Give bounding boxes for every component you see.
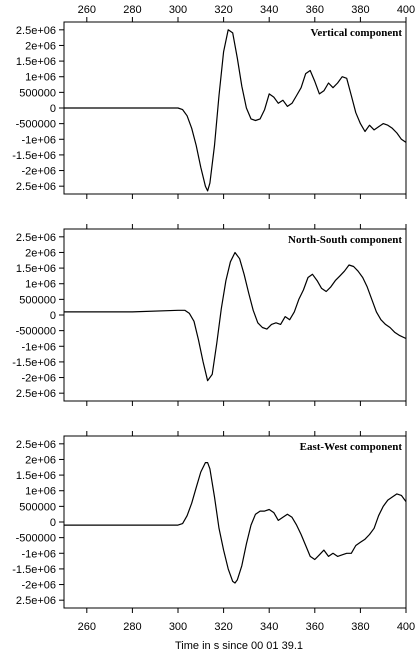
y-tick-label: 1.5e+06 [16,56,56,68]
x-tick-label: 340 [260,621,278,633]
y-tick-label: 2e+06 [25,454,56,466]
panel-east-west-component: 2.5e+06 2e+06 1.5e+06 1e+06 500000 0 -500000 -1… [12,431,407,613]
y-tick-label: 500000 [19,87,56,99]
panel-vertical-component: 2.5e+06 2e+06 1.5e+06 1e+06 500000 0 -500000 -1… [12,17,407,199]
panel-title: North-South component [288,234,402,246]
series-line [64,29,407,192]
y-tick-label: 2.5e+06 [16,181,56,193]
y-tick-label: -1e+06 [21,341,56,353]
x-tick-label: 400 [397,621,415,633]
panel-north-south-component: 2.5e+06 2e+06 1.5e+06 1e+06 500000 0 -500000 -1… [12,224,407,406]
y-tick-label: 2.5e+06 [16,25,56,37]
x-tick-label: 280 [123,621,141,633]
y-tick-label: -500000 [16,326,56,338]
y-tick-label: 1e+06 [25,486,56,498]
y-tick-label: 2.5e+06 [16,388,56,400]
panel-title: Vertical component [310,27,402,39]
y-tick-label: 2.5e+06 [16,232,56,244]
y-tick-label: 0 [50,103,56,115]
y-tick-label: -1e+06 [21,134,56,146]
panel-title: East-West component [300,441,403,453]
series-line [64,251,407,382]
x-tick-label: 400 [397,4,415,16]
y-tick-label: -1.5e+06 [12,357,56,369]
y-tick-label: -1.5e+06 [12,150,56,162]
x-tick-label: 360 [306,4,324,16]
y-tick-label: 1e+06 [25,72,56,84]
plot-frame [63,228,407,402]
y-tick-label: 2.5e+06 [16,439,56,451]
y-tick-label: -2e+06 [21,373,56,385]
y-tick-label: 2e+06 [25,40,56,52]
x-tick-label: 380 [351,4,369,16]
y-tick-label: -1e+06 [21,548,56,560]
y-tick-label: 0 [50,310,56,322]
bottom-x-axis: 260 280 300 320 340 360 380 400 [78,621,416,633]
y-tick-label: 500000 [19,294,56,306]
y-tick-label: -2e+06 [21,166,56,178]
x-tick-label: 260 [78,4,96,16]
y-tick-label: 1.5e+06 [16,470,56,482]
x-tick-label: 280 [123,4,141,16]
x-tick-label: 380 [351,621,369,633]
x-tick-label: 340 [260,4,278,16]
y-tick-label: 0 [50,517,56,529]
y-tick-label: -500000 [16,533,56,545]
y-tick-label: 2.5e+06 [16,595,56,607]
y-tick-label: 500000 [19,501,56,513]
y-tick-label: 1.5e+06 [16,263,56,275]
x-axis-title: Time in s since 00 01 39.1 [175,640,303,652]
y-tick-label: 1e+06 [25,279,56,291]
top-x-axis: 260 280 300 320 340 360 380 400 [78,4,416,16]
y-tick-label: -1.5e+06 [12,564,56,576]
y-tick-label: -500000 [16,119,56,131]
x-tick-label: 360 [306,621,324,633]
y-tick-label: -2e+06 [21,580,56,592]
y-tick-label: 2e+06 [25,247,56,259]
x-tick-label: 320 [214,4,232,16]
x-tick-label: 260 [78,621,96,633]
x-tick-label: 300 [169,4,187,16]
x-tick-label: 300 [169,621,187,633]
series-line [64,462,407,584]
x-tick-label: 320 [214,621,232,633]
